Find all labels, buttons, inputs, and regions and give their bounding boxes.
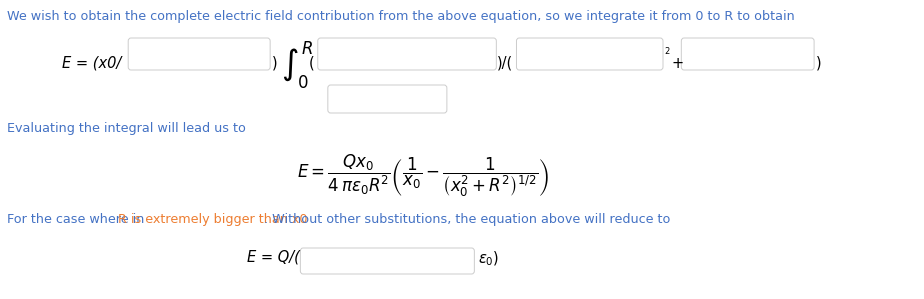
Text: $\int_0^R$: $\int_0^R$: [281, 39, 313, 91]
Text: . Without other substitutions, the equation above will reduce to: . Without other substitutions, the equat…: [264, 213, 671, 226]
Text: +: +: [671, 56, 684, 71]
Text: For the case where in: For the case where in: [7, 213, 149, 226]
FancyBboxPatch shape: [300, 248, 474, 274]
Text: $^2$: $^2$: [664, 48, 671, 60]
Text: )/(: )/(: [497, 56, 514, 71]
Text: (: (: [309, 56, 314, 71]
Text: We wish to obtain the complete electric field contribution from the above equati: We wish to obtain the complete electric …: [7, 10, 795, 23]
Text: E = (x0/: E = (x0/: [62, 56, 122, 71]
FancyBboxPatch shape: [318, 38, 496, 70]
FancyBboxPatch shape: [517, 38, 663, 70]
FancyBboxPatch shape: [128, 38, 270, 70]
FancyBboxPatch shape: [328, 85, 447, 113]
Text: $\varepsilon_0)$: $\varepsilon_0)$: [478, 250, 499, 269]
Text: Evaluating the integral will lead us to: Evaluating the integral will lead us to: [7, 122, 246, 135]
Text: R is extremely bigger than x0: R is extremely bigger than x0: [118, 213, 308, 226]
Text: E = Q/(: E = Q/(: [248, 250, 300, 265]
Text: $E=\dfrac{Qx_0}{4\,\pi\varepsilon_0 R^2}\left(\dfrac{1}{x_0}-\dfrac{1}{\left(x_0: $E=\dfrac{Qx_0}{4\,\pi\varepsilon_0 R^2}…: [298, 153, 549, 199]
FancyBboxPatch shape: [681, 38, 814, 70]
Text: ): ): [272, 56, 277, 71]
Text: ): ): [816, 56, 821, 71]
